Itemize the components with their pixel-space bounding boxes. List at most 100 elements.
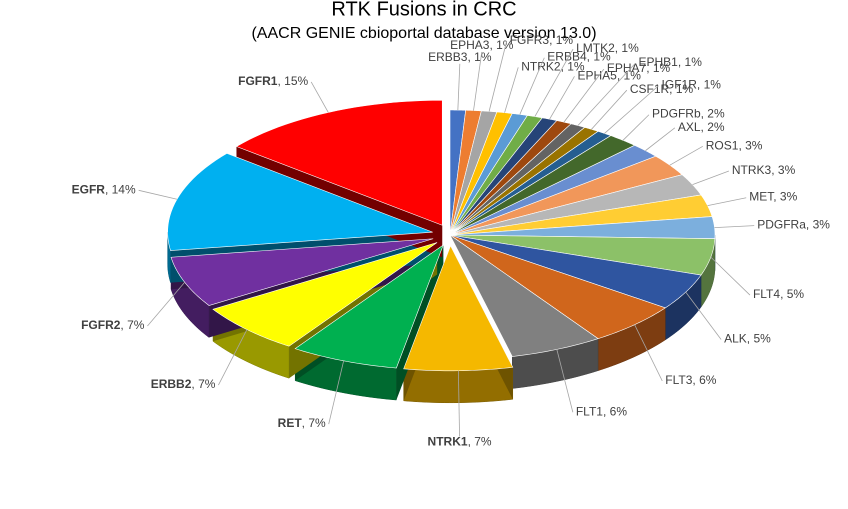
- label-sep: ,: [587, 50, 594, 64]
- label-sep: ,: [302, 416, 309, 430]
- label-name: IGF1R: [662, 78, 698, 92]
- data-label: NTRK2, 1%: [521, 60, 585, 74]
- leader-line: [457, 370, 460, 437]
- label-value: 1%: [676, 82, 694, 96]
- label-sep: ,: [806, 218, 813, 232]
- data-label: ERBB4, 1%: [547, 50, 611, 64]
- label-name: NTRK1: [428, 435, 468, 449]
- leader-line: [310, 81, 329, 113]
- label-value: 1%: [593, 50, 611, 64]
- label-name: ALK: [724, 332, 747, 346]
- label-value: 1%: [496, 38, 514, 52]
- data-label: PDGFRb, 2%: [652, 107, 725, 121]
- label-name: FLT3: [665, 373, 692, 387]
- data-label: FLT3, 6%: [665, 373, 716, 387]
- label-name: PDGFRb: [652, 107, 701, 121]
- label-sep: ,: [120, 318, 127, 332]
- label-sep: ,: [489, 38, 496, 52]
- data-label: EPHA3, 1%: [450, 38, 514, 52]
- chart-title: RTK Fusions in CRC: [331, 0, 516, 20]
- label-sep: ,: [561, 60, 568, 74]
- data-label: MET, 3%: [749, 190, 797, 204]
- slice: [449, 234, 716, 276]
- label-value: 5%: [787, 287, 805, 301]
- label-name: ROS1: [706, 138, 739, 152]
- label-name: EPHB1: [639, 55, 679, 69]
- label-name: RET: [278, 416, 303, 430]
- data-label: ERBB2, 7%: [151, 377, 216, 391]
- label-sep: ,: [678, 55, 685, 69]
- data-labels: ERBB3, 1%EPHA3, 1%FGFR3, 1%NTRK2, 1%ERBB…: [72, 33, 831, 449]
- label-value: 1%: [704, 78, 722, 92]
- leader-line: [577, 62, 636, 126]
- label-name: CSF1R: [630, 82, 670, 96]
- label-sep: ,: [617, 68, 624, 82]
- label-sep: ,: [747, 332, 754, 346]
- data-label: ERBB3, 1%: [428, 50, 492, 64]
- data-label: EGFR, 14%: [72, 182, 136, 196]
- leader-line: [147, 282, 186, 327]
- leader-line: [328, 360, 345, 425]
- data-label: FGFR3, 1%: [510, 33, 574, 47]
- label-value: 2%: [707, 120, 725, 134]
- label-value: 6%: [699, 373, 717, 387]
- data-label: EPHA7, 1%: [607, 61, 671, 75]
- label-value: 1%: [621, 41, 639, 55]
- label-value: 3%: [780, 190, 798, 204]
- label-sep: ,: [669, 82, 676, 96]
- label-name: MET: [749, 190, 775, 204]
- label-sep: ,: [773, 190, 780, 204]
- slice: [449, 155, 683, 236]
- label-sep: ,: [191, 377, 198, 391]
- leader-line: [549, 76, 575, 120]
- leader-line: [138, 189, 178, 200]
- label-value: 3%: [813, 218, 831, 232]
- leader-line: [488, 40, 508, 112]
- data-label: EPHB1, 1%: [639, 55, 703, 69]
- label-value: 1%: [685, 55, 703, 69]
- slice: [449, 117, 558, 236]
- label-name: FGFR3: [510, 33, 550, 47]
- label-name: EPHA7: [607, 61, 647, 75]
- leader-line: [534, 48, 574, 117]
- label-value: 7%: [127, 318, 145, 332]
- leader-line: [604, 85, 659, 134]
- data-label: ROS1, 3%: [706, 138, 763, 152]
- leader-line: [685, 291, 722, 340]
- label-name: AXL: [678, 120, 701, 134]
- data-label: ALK, 5%: [724, 332, 771, 346]
- label-sep: ,: [549, 33, 556, 47]
- label-sep: ,: [615, 41, 622, 55]
- label-sep: ,: [701, 120, 708, 134]
- label-name: FGFR1: [238, 74, 278, 88]
- data-label: RET, 7%: [278, 416, 326, 430]
- label-value: 1%: [556, 33, 574, 47]
- data-label: AXL, 2%: [678, 120, 725, 134]
- data-label: IGF1R, 1%: [662, 78, 722, 92]
- leader-line: [563, 68, 605, 123]
- leader-line: [622, 114, 650, 141]
- label-value: 7%: [474, 435, 492, 449]
- data-label: PDGFRa, 3%: [757, 218, 830, 232]
- label-name: NTRK3: [732, 163, 772, 177]
- label-sep: ,: [697, 78, 704, 92]
- label-value: 1%: [653, 61, 671, 75]
- label-sep: ,: [646, 61, 653, 75]
- label-sep: ,: [105, 182, 112, 196]
- label-sep: ,: [771, 163, 778, 177]
- slice: [449, 234, 666, 340]
- leader-line: [669, 145, 703, 166]
- leader-line: [218, 329, 248, 386]
- leader-line: [714, 225, 755, 228]
- data-label: FLT1, 6%: [576, 404, 627, 418]
- label-value: 14%: [112, 182, 136, 196]
- leader-line: [591, 89, 628, 130]
- leader-line: [710, 256, 751, 296]
- label-value: 6%: [610, 404, 628, 418]
- label-value: 7%: [308, 416, 326, 430]
- label-value: 3%: [745, 138, 763, 152]
- leader-line: [645, 127, 676, 151]
- slice: [235, 99, 443, 226]
- data-label: CSF1R, 1%: [630, 82, 694, 96]
- slice: [294, 244, 444, 369]
